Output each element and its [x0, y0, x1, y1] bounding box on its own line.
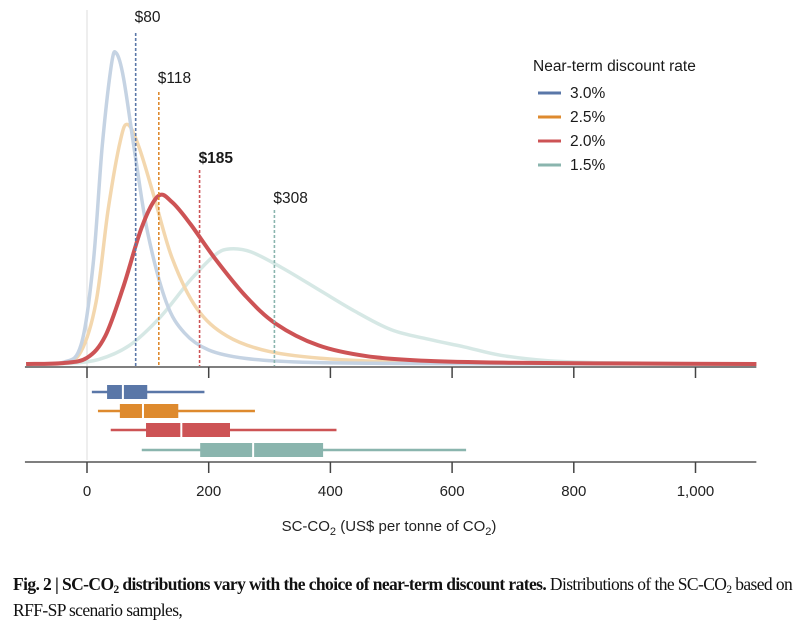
boxplot-3.0% [91, 385, 205, 399]
legend-label: 1.5% [570, 157, 606, 174]
boxplot-box [119, 404, 179, 418]
legend-label: 2.5% [570, 109, 606, 126]
boxplot-box [200, 443, 324, 457]
x-tick-label: 0 [83, 483, 91, 500]
figure-caption: Fig. 2 | SC-CO2 distributions vary with … [13, 571, 793, 623]
mean-label-3.0%: $80 [135, 9, 161, 26]
mean-label-2.5%: $118 [158, 70, 191, 87]
x-tick-label: 600 [440, 483, 465, 500]
boxplot-x-axis [24, 461, 757, 473]
x-tick-label: 200 [196, 483, 221, 500]
x-tick-label: 1,000 [677, 483, 715, 500]
boxplot-box [107, 385, 148, 399]
caption-title: Fig. 2 | SC-CO2 distributions vary with … [13, 574, 547, 596]
x-axis-label: SC-CO2 (US$ per tonne of CO2) [282, 518, 497, 538]
boxplot-box [146, 423, 230, 437]
legend-title: Near-term discount rate [533, 58, 696, 75]
x-tick-label: 800 [561, 483, 586, 500]
sc-co2-chart: $80 $118 $185 $308 0 200 400 600 800 1,000 SC-CO… [24, 9, 757, 538]
density-curve-2-0pct [26, 192, 757, 366]
caption-body: Distributions of the SC-CO2 based on RFF… [13, 574, 793, 620]
mean-label-2.0%: $185 [199, 150, 234, 167]
mean-label-1.5%: $308 [273, 190, 307, 207]
mean-markers: $80 $118 $185 $308 [135, 9, 308, 366]
x-tick-label: 400 [318, 483, 343, 500]
density-curve-1-5pct [26, 246, 757, 366]
legend-label: 2.0% [570, 133, 606, 150]
density-x-axis [24, 366, 757, 378]
boxplot-2.0% [110, 423, 337, 437]
boxplot-1.5% [141, 443, 467, 457]
density-curves [26, 50, 757, 367]
legend-label: 3.0% [570, 85, 606, 102]
boxplot-2.5% [97, 404, 255, 418]
boxplots [91, 385, 467, 457]
x-tick-labels: 0 200 400 600 800 1,000 [83, 483, 714, 500]
legend: Near-term discount rate 3.0% 2.5% 2.0% 1.5% [533, 58, 696, 174]
